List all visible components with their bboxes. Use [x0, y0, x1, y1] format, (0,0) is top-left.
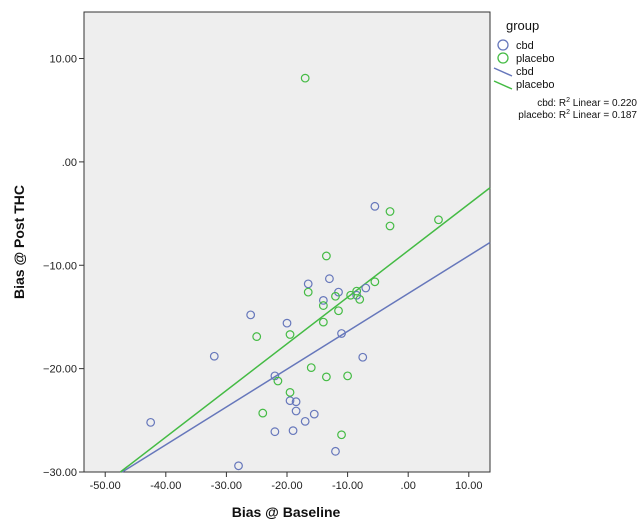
- legend-title: group: [506, 18, 539, 33]
- x-tick-label: -20.00: [271, 480, 302, 492]
- point-cbd: [337, 329, 346, 338]
- point-placebo: [346, 290, 356, 300]
- legend: group cbd placebo cbd placebo cbd: R2 Li…: [493, 18, 637, 121]
- point-placebo: [300, 73, 310, 83]
- point-placebo: [434, 215, 443, 225]
- legend-label-marker-cbd: cbd: [516, 40, 534, 52]
- point-placebo: [334, 306, 343, 316]
- point-placebo: [331, 291, 340, 301]
- y-tick-label: −20.00: [43, 364, 77, 376]
- y-tick-label: .00: [62, 157, 77, 169]
- point-placebo: [252, 332, 262, 341]
- fit-line-cbd: [121, 241, 491, 473]
- point-cbd: [282, 318, 292, 328]
- rsq-placebo: placebo: R2 Linear = 0.187: [518, 109, 637, 121]
- point-placebo: [337, 430, 346, 440]
- x-tick-label: -40.00: [150, 480, 181, 492]
- point-cbd: [309, 409, 319, 419]
- fit-line-placebo: [119, 187, 491, 473]
- point-placebo: [303, 287, 313, 297]
- y-tick-label: 10.00: [49, 54, 77, 66]
- point-cbd: [370, 201, 380, 211]
- point-placebo: [285, 388, 295, 397]
- point-placebo: [370, 277, 380, 287]
- y-tick-label: −30.00: [43, 467, 77, 479]
- point-cbd: [246, 310, 256, 320]
- point-placebo: [385, 221, 395, 231]
- point-cbd: [361, 283, 371, 293]
- x-tick-label: -30.00: [211, 480, 242, 492]
- point-placebo: [306, 363, 316, 372]
- point-cbd: [270, 427, 280, 437]
- point-placebo: [273, 376, 283, 386]
- axes: -50.00 -40.00 -30.00 -20.00 -10.00 .00 10.00 −3…: [43, 54, 483, 492]
- point-cbd: [358, 352, 368, 362]
- point-cbd: [291, 406, 301, 416]
- point-cbd: [303, 279, 313, 289]
- legend-marker-placebo: [497, 52, 509, 64]
- point-placebo: [321, 372, 331, 382]
- point-placebo: [318, 317, 328, 327]
- legend-label-line-placebo: placebo: [516, 79, 555, 91]
- data-points: [146, 73, 443, 471]
- point-placebo: [343, 371, 352, 381]
- point-cbd: [288, 426, 298, 436]
- legend-label-line-cbd: cbd: [516, 66, 534, 78]
- legend-line-cbd: [493, 67, 513, 77]
- point-cbd: [285, 396, 295, 406]
- point-cbd: [234, 461, 243, 471]
- point-placebo: [285, 330, 295, 339]
- x-tick-label: .00: [401, 480, 416, 492]
- point-placebo: [318, 301, 328, 310]
- x-tick-label: -10.00: [332, 480, 363, 492]
- fit-lines: [119, 187, 491, 473]
- point-cbd: [325, 274, 334, 284]
- point-cbd: [291, 397, 301, 407]
- rsq-cbd: cbd: R2 Linear = 0.220: [537, 97, 637, 109]
- y-axis-title: Bias @ Post THC: [11, 185, 27, 299]
- point-placebo: [385, 207, 395, 216]
- point-placebo: [258, 408, 268, 418]
- x-axis-title: Bias @ Baseline: [232, 504, 341, 520]
- point-cbd: [331, 446, 340, 456]
- legend-line-placebo: [493, 80, 513, 90]
- point-placebo: [321, 251, 331, 261]
- y-tick-label: −10.00: [43, 260, 77, 272]
- point-cbd: [146, 417, 156, 427]
- point-placebo: [355, 294, 365, 304]
- x-tick-label: -50.00: [90, 480, 121, 492]
- point-cbd: [318, 296, 328, 305]
- legend-label-marker-placebo: placebo: [516, 53, 555, 65]
- point-placebo: [352, 286, 362, 296]
- point-cbd: [300, 416, 310, 426]
- legend-marker-cbd: [497, 39, 509, 51]
- x-tick-label: 10.00: [455, 480, 483, 492]
- point-cbd: [209, 351, 219, 361]
